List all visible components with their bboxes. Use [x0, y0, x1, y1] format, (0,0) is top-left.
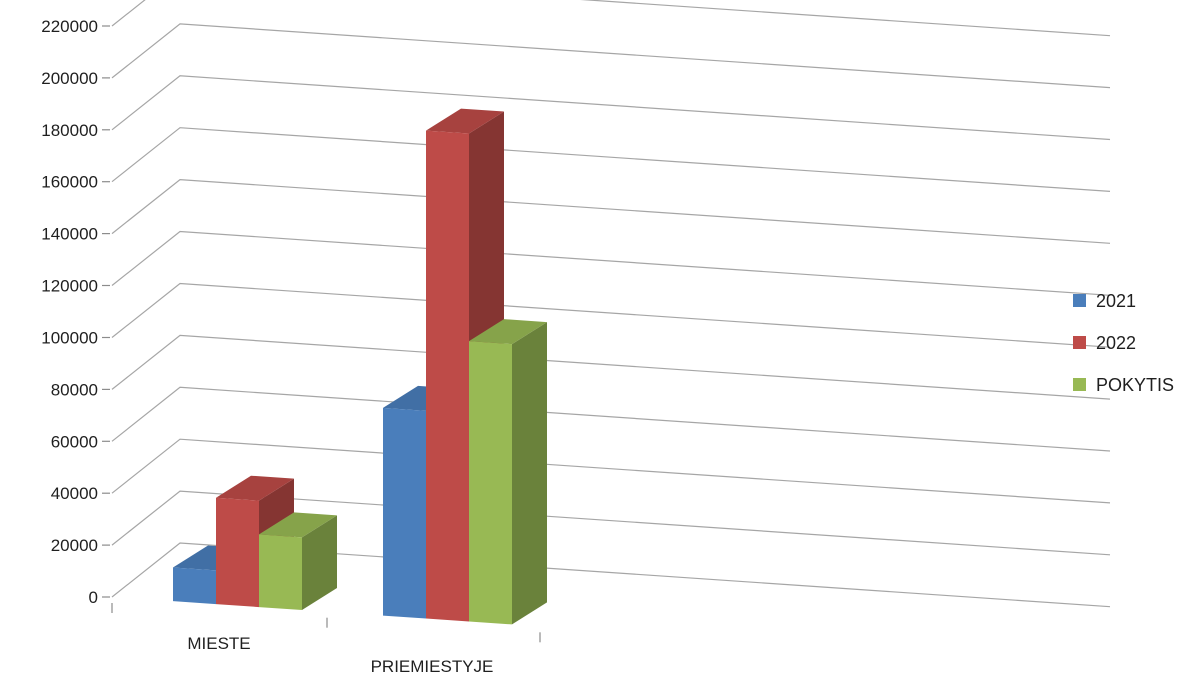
bar-POKYTIS-MIESTE: [259, 512, 337, 611]
gridlines: [111, 0, 1111, 608]
gridline: [111, 490, 1111, 556]
bar-front: [216, 497, 259, 608]
legend-item: 2021: [1073, 291, 1136, 311]
bar-front: [259, 534, 302, 611]
bar-front: [469, 341, 512, 625]
y-tick-label: 200000: [41, 69, 98, 88]
y-tick-label: 180000: [41, 121, 98, 140]
gridline: [111, 23, 1111, 89]
bar-top: [216, 475, 294, 501]
value-axis: 0 20000 40000 60000 80000 100000 120000 140000 1…: [41, 17, 110, 607]
gridline: [111, 75, 1111, 141]
y-tick-label: 140000: [41, 225, 98, 244]
category-axis: MIESTE PRIEMIESTYJE: [111, 603, 541, 675]
bar-side: [512, 322, 547, 625]
bar-top: [259, 512, 337, 538]
bars: [173, 108, 547, 625]
gridline: [111, 230, 1111, 296]
legend-swatch: [1073, 378, 1086, 391]
y-tick-label: 120000: [41, 277, 98, 296]
legend-swatch: [1073, 336, 1086, 349]
bar-front: [426, 130, 469, 622]
category-label: MIESTE: [187, 634, 250, 653]
y-tick-label: 60000: [51, 432, 98, 451]
gridline: [111, 178, 1111, 244]
bar-front: [383, 407, 426, 619]
gridline: [111, 334, 1111, 400]
y-tick-label: 20000: [51, 536, 98, 555]
bar-POKYTIS-PRIEMIESTYJE: [469, 319, 547, 625]
gridline: [111, 0, 1111, 37]
bar-top: [426, 108, 504, 134]
y-tick-label: 40000: [51, 484, 98, 503]
y-tick-label: 80000: [51, 380, 98, 399]
bar-side: [302, 515, 337, 611]
y-tick-label: 220000: [41, 17, 98, 36]
gridline: [111, 386, 1111, 452]
y-tick-label: 0: [89, 588, 98, 607]
category-label: PRIEMIESTYJE: [371, 657, 494, 675]
bar-front: [173, 567, 216, 605]
gridline: [111, 542, 1111, 608]
gridline: [111, 282, 1111, 348]
legend-label: 2021: [1096, 291, 1136, 311]
legend-label: 2022: [1096, 333, 1136, 353]
gridline: [111, 438, 1111, 504]
legend-item: POKYTIS: [1073, 375, 1174, 395]
legend-item: 2022: [1073, 333, 1136, 353]
legend-swatch: [1073, 294, 1086, 307]
y-tick-label: 160000: [41, 173, 98, 192]
legend-label: POKYTIS: [1096, 375, 1174, 395]
legend: 2021 2022 POKYTIS: [1073, 291, 1174, 395]
gridline: [111, 127, 1111, 192]
bar-top: [469, 319, 547, 345]
y-tick-label: 100000: [41, 329, 98, 348]
